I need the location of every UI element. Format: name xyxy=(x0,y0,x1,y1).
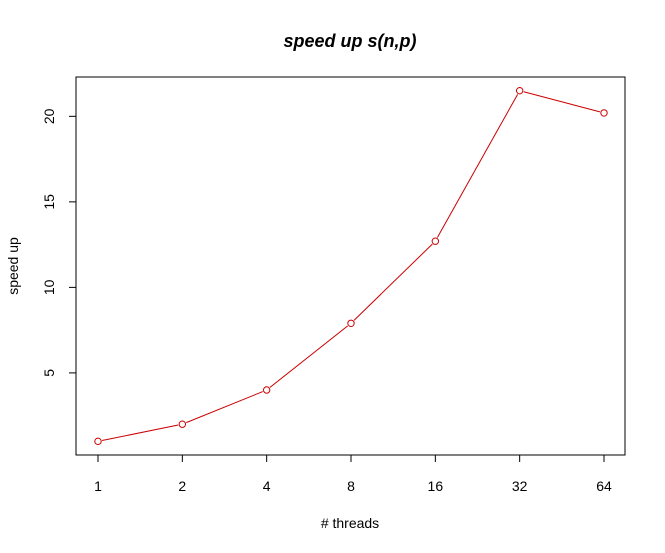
x-tick-label: 1 xyxy=(94,478,102,494)
x-tick-label: 64 xyxy=(596,478,612,494)
series-line-segment xyxy=(102,424,179,441)
y-tick-label: 10 xyxy=(41,279,57,295)
series xyxy=(94,86,608,446)
x-tick-label: 16 xyxy=(428,478,444,494)
y-axis: 5 10 15 20 xyxy=(41,108,77,377)
x-axis: 1 2 4 8 16 32 64 xyxy=(94,454,612,494)
x-axis-label: # threads xyxy=(321,515,379,531)
data-point xyxy=(262,386,271,394)
data-point xyxy=(515,86,524,95)
plot-frame xyxy=(75,76,626,456)
y-tick-label: 20 xyxy=(41,108,57,124)
x-tick-label: 4 xyxy=(263,478,271,494)
y-tick-label: 5 xyxy=(41,369,57,377)
series-line-segment xyxy=(523,91,601,113)
chart-title: speed up s(n,p) xyxy=(283,31,416,51)
y-tick-label: 15 xyxy=(41,194,57,210)
x-tick-label: 32 xyxy=(512,478,528,494)
series-line-segment xyxy=(186,391,263,424)
series-line-segment xyxy=(436,94,519,238)
data-point xyxy=(347,319,355,327)
series-line-segment xyxy=(353,243,433,321)
x-tick-label: 2 xyxy=(178,478,186,494)
x-tick-label: 8 xyxy=(347,478,355,494)
y-axis-label: speed up xyxy=(5,237,21,295)
data-point xyxy=(94,437,102,446)
data-point xyxy=(431,237,440,245)
data-point xyxy=(600,109,608,117)
series-line-segment xyxy=(269,325,349,388)
data-point xyxy=(178,420,187,428)
